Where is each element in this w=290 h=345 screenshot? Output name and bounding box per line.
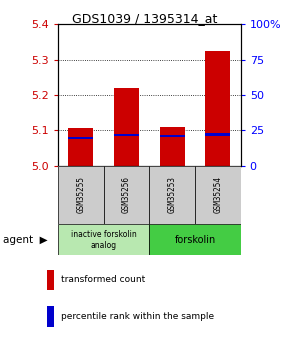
Text: agent  ▶: agent ▶: [3, 235, 48, 245]
Bar: [205, 51, 231, 166]
Text: inactive forskolin
analog: inactive forskolin analog: [71, 230, 137, 250]
Text: GSM35253: GSM35253: [168, 176, 177, 214]
Bar: [160, 127, 185, 166]
Bar: [68, 128, 93, 166]
Bar: [48, 269, 54, 290]
Text: GSM35254: GSM35254: [213, 176, 222, 214]
Bar: [104, 166, 149, 224]
Bar: [68, 137, 93, 139]
Bar: [114, 88, 139, 166]
Text: GDS1039 / 1395314_at: GDS1039 / 1395314_at: [72, 12, 218, 25]
Bar: [114, 134, 139, 136]
Bar: [160, 135, 185, 137]
Text: GSM35256: GSM35256: [122, 176, 131, 214]
Bar: [58, 224, 149, 255]
Bar: [48, 306, 54, 327]
Bar: [58, 166, 104, 224]
Bar: [195, 166, 241, 224]
Text: GSM35255: GSM35255: [76, 176, 85, 214]
Bar: [205, 133, 231, 136]
Bar: [149, 224, 241, 255]
Text: forskolin: forskolin: [174, 235, 216, 245]
Text: transformed count: transformed count: [61, 275, 146, 284]
Bar: [149, 166, 195, 224]
Text: percentile rank within the sample: percentile rank within the sample: [61, 312, 214, 321]
